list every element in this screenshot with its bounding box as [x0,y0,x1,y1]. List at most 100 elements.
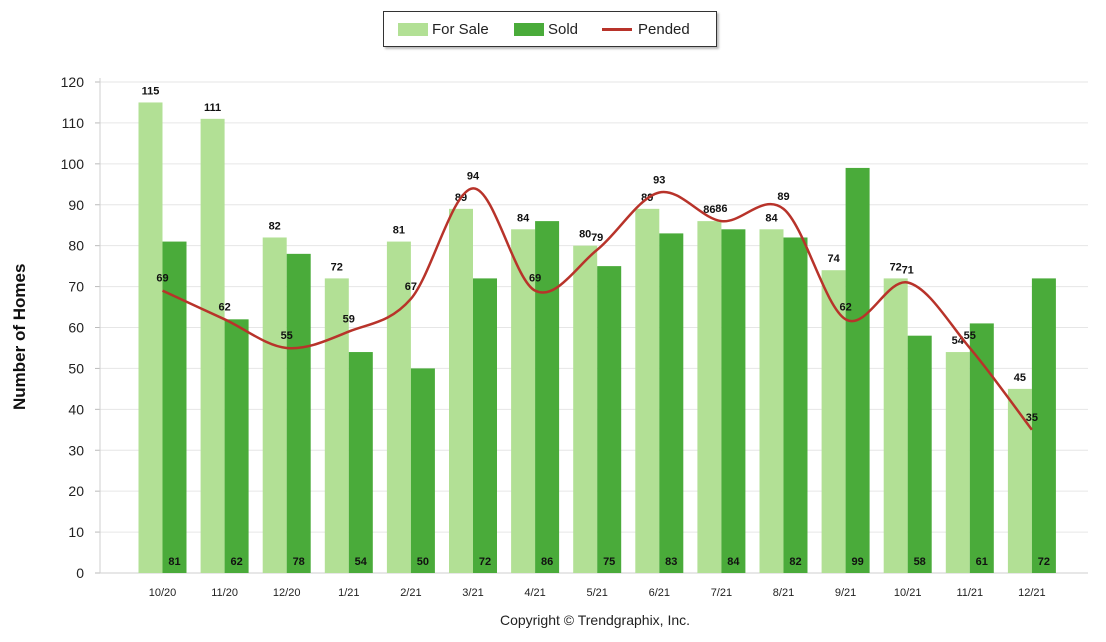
bar-sold [535,221,560,573]
x-tick-label: 10/20 [149,587,177,599]
bar-sold [783,237,808,573]
bar-sold [348,352,373,573]
data-label-sold: 82 [789,556,801,568]
data-label-pended: 67 [405,281,417,293]
data-label-for-sale: 72 [331,261,343,273]
bar-sold [1031,278,1056,573]
data-label-sold: 83 [665,556,677,568]
bar-sold [907,335,932,573]
legend-swatch-for-sale [398,23,428,36]
data-label-sold: 61 [976,556,988,568]
x-tick-label: 2/21 [400,587,421,599]
x-tick-label: 8/21 [773,587,794,599]
data-label-pended: 94 [467,170,480,182]
x-tick-label: 12/21 [1018,587,1046,599]
x-tick-label: 9/21 [835,587,856,599]
bar-sold [845,167,870,574]
bar-sold [721,229,746,574]
data-label-pended: 69 [529,273,541,285]
y-tick-label: 50 [68,360,84,376]
pended-line [161,187,1033,431]
legend-swatch-sold [514,23,544,36]
data-label-sold: 54 [355,556,368,568]
bar-for-sale [821,270,846,573]
data-label-pended: 89 [777,191,789,203]
data-label-pended: 62 [218,301,230,313]
bar-for-sale [262,237,287,573]
x-tick-label: 1/21 [338,587,359,599]
y-tick-label: 30 [68,442,84,458]
data-label-sold: 78 [293,556,305,568]
y-tick-label: 0 [76,565,84,581]
data-label-pended: 79 [591,232,603,244]
data-label-sold: 86 [541,556,553,568]
y-tick-label: 100 [61,156,85,172]
data-label-sold: 84 [727,556,740,568]
data-label-pended: 69 [156,273,168,285]
data-label-for-sale: 111 [204,102,221,114]
data-label-sold: 75 [603,556,615,568]
data-label-for-sale: 80 [579,229,591,241]
data-label-sold: 58 [914,556,926,568]
bar-for-sale [635,208,660,573]
bar-for-sale [200,118,225,573]
y-axis-label: Number of Homes [10,263,29,410]
bar-sold [286,253,311,573]
x-tick-label: 7/21 [711,587,732,599]
bar-for-sale [759,229,784,574]
y-tick-label: 80 [68,238,84,254]
x-tick-label: 4/21 [524,587,545,599]
y-tick-label: 120 [61,74,85,90]
x-tick-label: 3/21 [462,587,483,599]
bar-sold [597,266,622,573]
legend-item-sold: Sold [514,21,578,38]
x-tick-label: 12/20 [273,587,301,599]
legend-item-pended: Pended [602,21,690,38]
data-label-sold: 62 [230,556,242,568]
x-tick-label: 11/20 [211,587,238,599]
legend-label-for-sale: For Sale [432,21,489,38]
bar-sold [224,319,249,573]
data-label-for-sale: 74 [827,253,840,265]
x-tick-label: 11/21 [956,587,983,599]
data-label-pended: 35 [1026,412,1038,424]
bar-for-sale [511,229,536,574]
x-tick-label: 10/21 [894,587,922,599]
copyright: Copyright © Trendgraphix, Inc. [499,612,691,628]
bar-sold [473,278,497,573]
y-tick-label: 60 [68,320,84,336]
y-tick-label: 70 [68,279,84,295]
bar-for-sale [697,221,722,573]
y-tick-label: 90 [68,197,84,213]
data-label-pended: 55 [964,330,976,342]
bar-for-sale [1007,388,1032,573]
data-label-sold: 50 [417,556,429,568]
legend-label-sold: Sold [548,21,579,38]
x-tick-label: 6/21 [649,587,670,599]
bar-sold [410,368,435,573]
data-label-sold: 81 [168,556,180,568]
data-label-for-sale: 86 [703,204,715,216]
y-tick-label: 20 [68,483,84,499]
data-label-for-sale: 81 [393,225,405,237]
x-tick-label: 5/21 [586,587,607,599]
bar-for-sale [324,278,349,573]
data-label-sold: 72 [479,556,491,568]
y-tick-label: 110 [62,115,85,131]
legend-label-pended: Pended [638,21,690,38]
data-label-pended: 93 [653,174,665,186]
data-label-pended: 86 [715,203,727,215]
data-label-for-sale: 84 [517,212,530,224]
data-label-for-sale: 115 [142,85,160,97]
data-label-sold: 99 [851,556,863,568]
legend-swatch-pended [602,28,632,31]
data-label-pended: 55 [281,330,293,342]
bar-for-sale [573,245,598,573]
data-label-sold: 72 [1038,556,1050,568]
bar-sold [969,323,994,573]
data-label-for-sale: 84 [765,212,778,224]
legend-item-for-sale: For Sale [398,21,489,38]
bar-for-sale [386,241,411,573]
bar-for-sale [945,352,970,573]
